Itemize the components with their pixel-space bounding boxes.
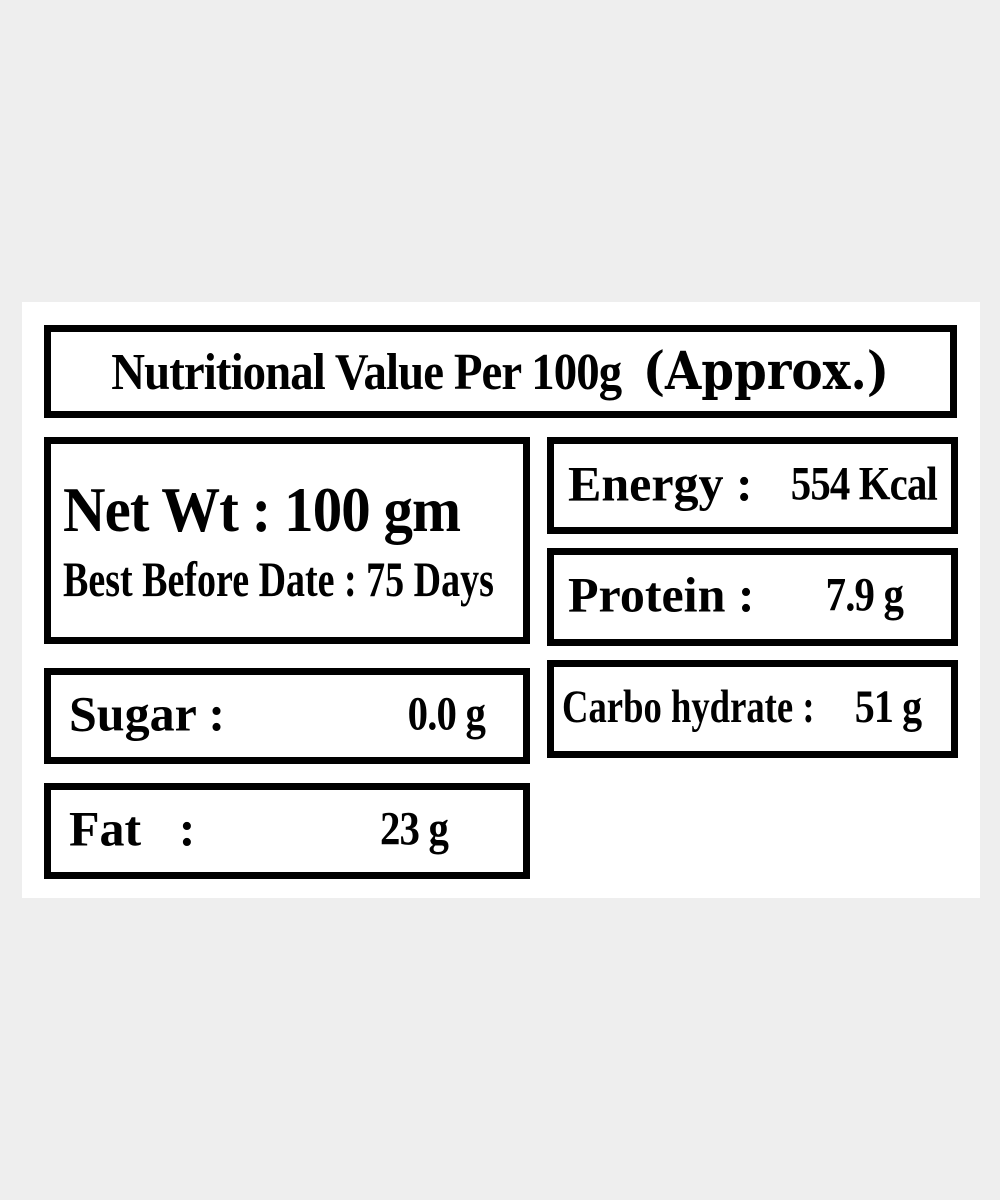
- fat-row: Fat : 23 g: [44, 783, 530, 879]
- energy-value: 554 Kcal: [790, 456, 938, 510]
- carbohydrate-value: 51 g: [854, 680, 921, 733]
- energy-row: Energy : 554 Kcal: [547, 437, 958, 534]
- carbohydrate-row: Carbo hydrate : 51 g: [547, 660, 958, 758]
- sugar-row: Sugar : 0.0 g: [44, 668, 530, 764]
- sugar-label: Sugar :: [69, 685, 226, 742]
- net-weight-text: Net Wt : 100 gm: [63, 473, 461, 545]
- label-card: Nutritional Value Per 100g (Approx.) Net…: [22, 302, 980, 898]
- title-box: Nutritional Value Per 100g (Approx.): [44, 325, 957, 418]
- title: Nutritional Value Per 100g (Approx.): [112, 341, 890, 402]
- title-main-text: Nutritional Value Per 100g: [111, 344, 623, 401]
- fat-label: Fat :: [69, 800, 196, 857]
- sugar-value: 0.0 g: [407, 687, 486, 741]
- net-weight-box: Net Wt : 100 gm Best Before Date : 75 Da…: [44, 437, 530, 644]
- best-before-text: Best Before Date : 75 Days: [63, 550, 494, 607]
- carbohydrate-label: Carbo hydrate :: [562, 680, 815, 733]
- fat-value: 23 g: [380, 802, 449, 856]
- protein-row: Protein : 7.9 g: [547, 548, 958, 646]
- title-approx-text: (Approx.): [643, 341, 890, 402]
- energy-label: Energy :: [568, 455, 753, 512]
- protein-label: Protein :: [568, 566, 755, 623]
- protein-value: 7.9 g: [825, 568, 904, 622]
